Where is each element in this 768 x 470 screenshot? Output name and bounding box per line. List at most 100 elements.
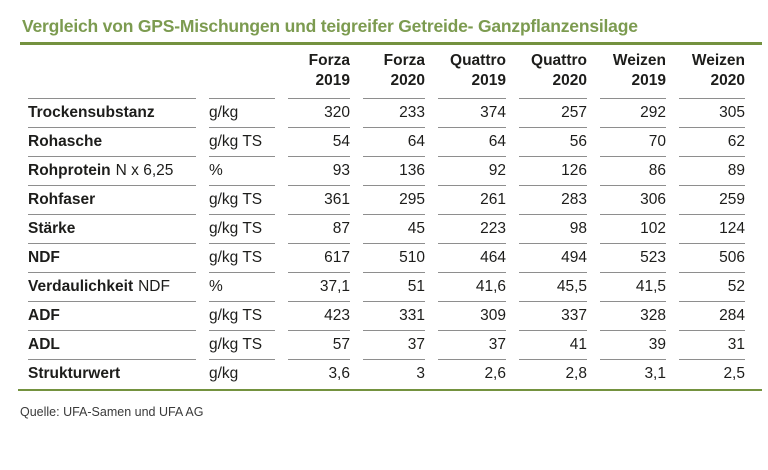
value-cell: 54 (288, 128, 350, 157)
row-label-main: Stärke (28, 219, 76, 237)
row-label-suffix: N x 6,25 (115, 161, 174, 179)
row-label: NDF (28, 244, 196, 273)
unit-cell: g/kg TS (209, 215, 275, 244)
value-cell: 3 (416, 365, 425, 382)
value-cell: 64 (363, 128, 425, 157)
value-cell: 41,5 (600, 273, 666, 302)
page: Vergleich von GPS-Mischungen und teigrei… (0, 16, 768, 470)
value-cell: 62 (679, 128, 745, 157)
value-cell: 136 (363, 157, 425, 186)
value-cell: 37 (438, 331, 506, 360)
table-row: NDF g/kg TS 617 510 464 494 523 506 (28, 244, 745, 273)
value-cell: 41 (519, 331, 587, 360)
value-cell: 523 (600, 244, 666, 273)
column-name: Weizen (691, 51, 745, 69)
table-row: ADL g/kg TS 57 37 37 41 39 31 (28, 331, 745, 360)
value-cell: 284 (679, 302, 745, 331)
column-name: Quattro (450, 51, 506, 69)
row-label-main: ADF (28, 306, 60, 324)
row-label-main: Strukturwert (28, 365, 121, 382)
table-row: Trockensubstanz g/kg 320 233 374 257 292… (28, 99, 745, 128)
table-row: Verdaulichkeit NDF % 37,1 51 41,6 45,5 41… (28, 273, 745, 302)
value-cell: 41,6 (438, 273, 506, 302)
value-cell: 126 (519, 157, 587, 186)
unit-cell: % (209, 273, 275, 302)
value-cell: 31 (679, 331, 745, 360)
unit-cell: g/kg (209, 99, 275, 128)
row-label: Rohasche (28, 128, 196, 157)
value-cell: 494 (519, 244, 587, 273)
value-cell: 292 (600, 99, 666, 128)
header-row: Forza 2019 Forza 2020 Quattro 2019 Quatt… (28, 47, 745, 99)
value-cell: 45,5 (519, 273, 587, 302)
column-header: Weizen 2019 (600, 47, 666, 99)
unit-cell: g/kg TS (209, 331, 275, 360)
column-year: 2019 (471, 71, 506, 89)
row-label: Rohprotein N x 6,25 (28, 157, 196, 186)
value-cell: 233 (363, 99, 425, 128)
row-label-main: Verdaulichkeit (28, 277, 134, 295)
column-header: Quattro 2020 (519, 47, 587, 99)
value-cell: 361 (288, 186, 350, 215)
table-row: Rohfaser g/kg TS 361 295 261 283 306 259 (28, 186, 745, 215)
value-cell: 57 (288, 331, 350, 360)
unit-cell: g/kg TS (209, 186, 275, 215)
row-label: ADF (28, 302, 196, 331)
value-cell: 56 (519, 128, 587, 157)
value-cell: 337 (519, 302, 587, 331)
table-row: Rohasche g/kg TS 54 64 64 56 70 62 (28, 128, 745, 157)
value-cell: 39 (600, 331, 666, 360)
column-year: 2020 (552, 71, 587, 89)
value-cell: 3,1 (644, 365, 666, 382)
row-label-main: Trockensubstanz (28, 103, 155, 121)
value-cell: 86 (600, 157, 666, 186)
value-cell: 464 (438, 244, 506, 273)
row-label-main: Rohasche (28, 132, 103, 150)
row-label: Verdaulichkeit NDF (28, 273, 196, 302)
nutrition-table: Forza 2019 Forza 2020 Quattro 2019 Quatt… (15, 47, 758, 389)
row-label-main: Rohprotein (28, 161, 111, 179)
value-cell: 64 (438, 128, 506, 157)
value-cell: 2,6 (484, 365, 506, 382)
unit-cell: g/kg TS (209, 302, 275, 331)
value-cell: 259 (679, 186, 745, 215)
value-cell: 52 (679, 273, 745, 302)
value-cell: 309 (438, 302, 506, 331)
table-row: Stärke g/kg TS 87 45 223 98 102 124 (28, 215, 745, 244)
row-label: Stärke (28, 215, 196, 244)
header-spacer-unit (209, 47, 275, 99)
column-year: 2020 (390, 71, 425, 89)
table-row: ADF g/kg TS 423 331 309 337 328 284 (28, 302, 745, 331)
value-cell: 320 (288, 99, 350, 128)
value-cell: 510 (363, 244, 425, 273)
value-cell: 506 (679, 244, 745, 273)
value-cell: 51 (363, 273, 425, 302)
page-title: Vergleich von GPS-Mischungen und teigrei… (22, 16, 638, 36)
row-label: ADL (28, 331, 196, 360)
value-cell: 2,5 (723, 365, 745, 382)
header-spacer-label (28, 47, 196, 99)
value-cell: 3,6 (328, 365, 350, 382)
value-cell: 306 (600, 186, 666, 215)
row-label: Rohfaser (28, 186, 196, 215)
value-cell: 89 (679, 157, 745, 186)
unit-cell: g/kg TS (209, 244, 275, 273)
column-header: Weizen 2020 (679, 47, 745, 99)
value-cell: 223 (438, 215, 506, 244)
column-header: Forza 2019 (288, 47, 350, 99)
value-cell: 45 (363, 215, 425, 244)
value-cell: 423 (288, 302, 350, 331)
column-year: 2020 (710, 71, 745, 89)
unit-cell: g/kg (209, 365, 239, 382)
value-cell: 328 (600, 302, 666, 331)
value-cell: 2,8 (565, 365, 587, 382)
value-cell: 261 (438, 186, 506, 215)
unit-cell: % (209, 157, 275, 186)
column-year: 2019 (631, 71, 666, 89)
row-label-suffix: NDF (138, 277, 170, 295)
value-cell: 37,1 (288, 273, 350, 302)
value-cell: 98 (519, 215, 587, 244)
title-rule (20, 42, 762, 45)
value-cell: 331 (363, 302, 425, 331)
value-cell: 92 (438, 157, 506, 186)
